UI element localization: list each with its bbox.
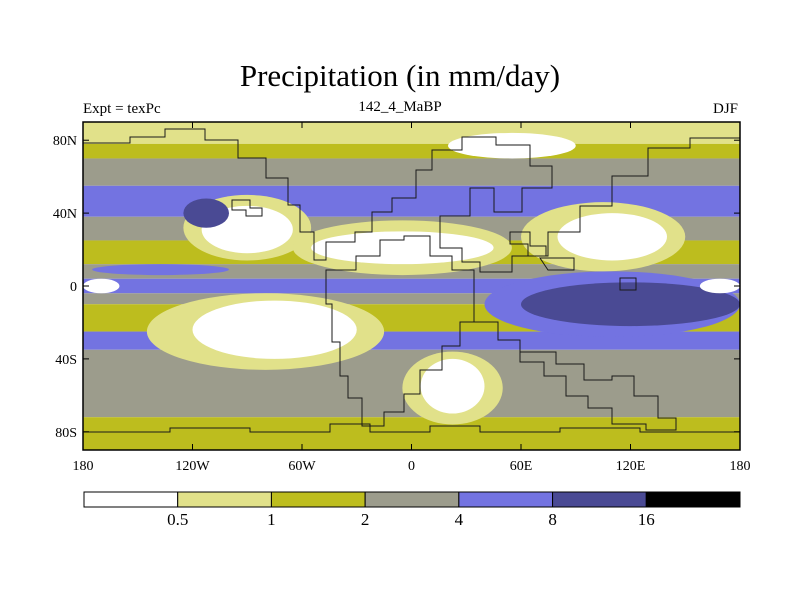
field-band-1 [83,143,740,159]
season-label: DJF [712,101,738,117]
coastline-1 [325,235,475,427]
chart-title: Precipitation (in mm/day) [239,58,561,93]
colorbar-level-label: 4 [455,510,464,529]
field-patch-e-tropical-dry [699,278,740,294]
field-patch-s-atlantic-dry [192,300,357,359]
field-patch-s-africa-dry [420,358,485,414]
map-axes: 180 120W 60W 0 60E 120E 180 80N 40N 0 40S 80S [53,122,751,474]
coastline-7 [619,277,637,291]
coastline-3 [83,423,740,433]
colorbar-level-label: 16 [638,510,655,529]
experiment-label: Expt = texPc [83,101,161,117]
field-patch-w-tropical-dry [83,278,120,294]
field-patch-pacific-wet [521,282,740,327]
field-patch-asia-dry [557,213,667,261]
field-patch-n-pacific-wet [183,198,229,228]
field-patch-n-atlantic-wet [92,264,229,276]
x-tick-label: 120W [175,459,210,474]
colorbar-swatch-5 [552,491,647,508]
field-band-0 [83,122,740,144]
colorbar-swatch-4 [458,491,554,508]
continent-outline [83,128,740,433]
field-patch-arctic-dry [448,132,576,159]
colorbar-swatch-6 [645,491,741,508]
y-tick-label: 40N [53,207,77,222]
colorbar-level-label: 2 [361,510,370,529]
y-tick-label: 40S [55,353,77,368]
field-band-2 [83,158,740,186]
x-tick-label: 120E [616,459,646,474]
field-patch-sahara-dry [311,231,494,265]
precipitation-field [83,122,740,450]
colorbar-level-label: 8 [548,510,557,529]
colorbar-swatch-0 [83,491,179,508]
coastline-5 [509,231,547,257]
period-label: 142_4_MaBP [358,99,442,115]
x-tick-label: 180 [73,459,94,474]
colorbar: 0.5 1 2 4 8 16 [83,491,741,529]
colorbar-swatch-1 [177,491,272,508]
field-band-8 [83,293,740,305]
colorbar-swatch-3 [364,491,460,508]
colorbar-level-label: 1 [267,510,276,529]
x-tick-label: 0 [408,459,415,474]
colorbar-level-label: 0.5 [167,510,188,529]
coastline-2 [474,321,677,431]
x-tick-label: 60E [510,459,533,474]
y-tick-label: 0 [70,280,77,295]
x-tick-label: 180 [730,459,751,474]
coastline-6 [539,257,575,271]
y-tick-label: 80S [55,426,77,441]
coastline-4 [231,199,263,217]
colorbar-swatch-2 [270,491,366,508]
y-tick-label: 80N [53,134,77,149]
x-tick-label: 60W [288,459,316,474]
